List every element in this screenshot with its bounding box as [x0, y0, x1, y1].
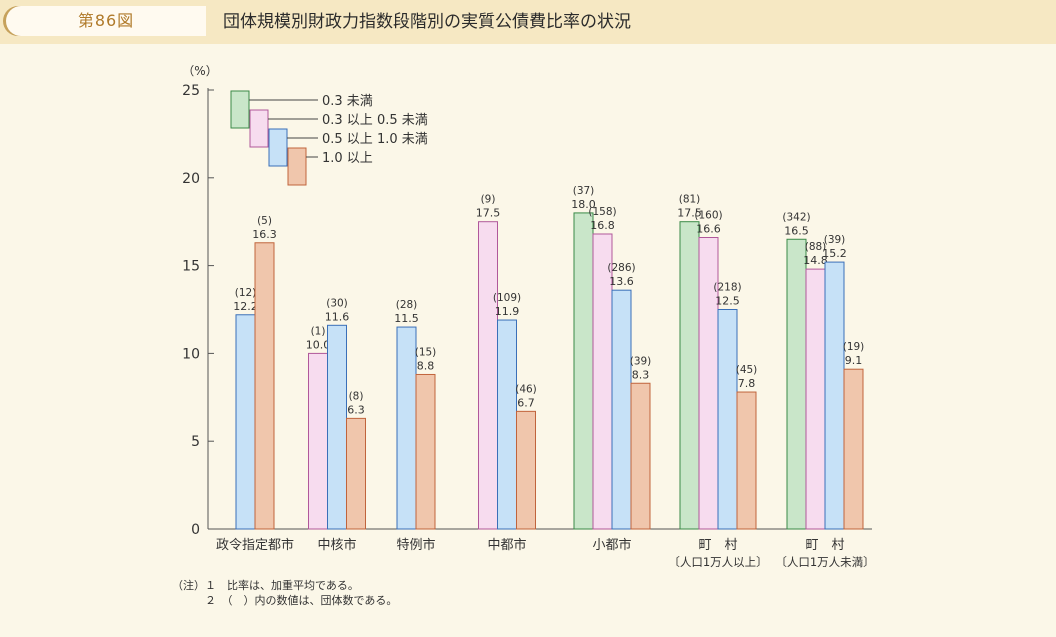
bar-value-label: 17.5 — [476, 207, 501, 220]
bar-count-label: (19) — [843, 341, 865, 353]
bar — [497, 319, 517, 530]
footnote-1: （注）１ 比率は、加重平均である。 — [172, 579, 359, 592]
bar — [717, 309, 738, 530]
y-tick-label: 5 — [191, 434, 200, 450]
bar-value-label: 15.2 — [822, 247, 847, 260]
bar-count-label: (39) — [824, 234, 846, 246]
legend-label: 0.3 未満 — [322, 94, 373, 109]
legend-label: 0.3 以上 0.5 未満 — [322, 113, 428, 128]
bar — [824, 261, 845, 530]
bar-count-label: (109) — [493, 292, 521, 304]
bar-count-label: (9) — [481, 194, 496, 206]
figure-header: 第86図 団体規模別財政力指数段階別の実質公債費比率の状況 — [0, 0, 1056, 44]
legend-swatch — [230, 90, 250, 129]
figure-number-tab: 第86図 — [6, 6, 206, 36]
x-category-sublabel: 〔人口1万人以上〕 — [668, 555, 767, 569]
bar — [478, 221, 498, 530]
bar-value-label: 16.5 — [784, 224, 809, 237]
bar-count-label: (88) — [805, 241, 827, 253]
bar-count-label: (30) — [326, 297, 348, 309]
x-category-label: 中都市 — [487, 537, 526, 553]
legend-label: 0.5 以上 1.0 未満 — [322, 132, 428, 147]
bar-value-label: 17.5 — [677, 207, 702, 220]
y-tick-label: 25 — [182, 83, 200, 99]
bar — [630, 382, 651, 530]
bar-count-label: (12) — [235, 287, 257, 299]
y-axis-unit: （%） — [182, 64, 217, 78]
bar-value-label: 7.8 — [738, 377, 756, 390]
bar — [786, 238, 807, 530]
bar-count-label: (46) — [515, 383, 537, 395]
bar-count-label: (5) — [257, 215, 272, 227]
bar-value-label: 14.8 — [803, 254, 828, 267]
bar-value-label: 18.0 — [571, 198, 596, 211]
bar-value-label: 11.5 — [394, 312, 419, 325]
x-category-label: 町 村 — [698, 538, 737, 553]
bar — [573, 212, 594, 530]
x-category-label: 小都市 — [592, 537, 631, 553]
x-category-label: 政令指定都市 — [216, 537, 294, 553]
bar — [396, 326, 417, 530]
bar-value-label: 12.5 — [715, 295, 740, 308]
x-category-sublabel: 〔人口1万人未満〕 — [775, 555, 874, 569]
bar-value-label: 11.6 — [325, 310, 350, 323]
bar-count-label: (45) — [736, 364, 758, 376]
bar — [805, 268, 826, 530]
bar-value-label: 16.3 — [252, 228, 277, 241]
bar-count-label: (218) — [713, 282, 741, 294]
x-category-label: 町 村 — [805, 538, 844, 553]
bar-count-label: (286) — [607, 262, 635, 274]
bar — [308, 352, 328, 530]
y-tick-label: 20 — [182, 171, 200, 187]
legend-swatch — [249, 109, 269, 148]
bar — [346, 417, 366, 530]
bar-value-label: 13.6 — [609, 275, 634, 288]
x-category-label: 特例市 — [396, 537, 435, 553]
y-tick-label: 10 — [182, 346, 200, 362]
bar — [843, 368, 864, 530]
bar-value-label: 6.7 — [517, 396, 535, 409]
bar-value-label: 11.9 — [495, 305, 520, 318]
bar-value-label: 9.1 — [845, 354, 863, 367]
bar — [415, 373, 436, 530]
bar-count-label: (8) — [349, 390, 364, 402]
legend-label: 1.0 以上 — [322, 151, 373, 166]
bar-count-label: (1) — [311, 325, 326, 337]
bar-count-label: (160) — [694, 210, 722, 222]
bar-count-label: (15) — [415, 346, 437, 358]
bar-value-label: 8.3 — [632, 368, 650, 381]
bar-value-label: 16.6 — [696, 223, 721, 236]
legend-swatch — [287, 147, 307, 186]
footnote-2: ２ （ ）内の数値は、団体数である。 — [172, 594, 398, 607]
bar — [736, 391, 757, 530]
bar-value-label: 8.8 — [417, 359, 435, 372]
bar — [611, 289, 632, 530]
bar-value-label: 16.8 — [590, 219, 615, 232]
footnotes: （注）１ 比率は、加重平均である。 ２ （ ）内の数値は、団体数である。 — [172, 578, 397, 608]
bar-value-label: 12.2 — [233, 300, 258, 313]
bar — [254, 242, 275, 530]
bar-count-label: (81) — [679, 194, 701, 206]
x-category-label: 中核市 — [317, 537, 356, 553]
bar-count-label: (28) — [396, 299, 418, 311]
y-tick-label: 0 — [191, 522, 200, 538]
bar — [327, 324, 347, 530]
bar-count-label: (158) — [588, 206, 616, 218]
y-tick-label: 15 — [182, 259, 200, 275]
figure-number: 第86図 — [77, 11, 135, 30]
bar-count-label: (342) — [782, 211, 810, 223]
legend-swatch — [268, 128, 288, 167]
bar — [235, 314, 256, 530]
bar-count-label: (37) — [573, 185, 595, 197]
bar — [679, 221, 700, 530]
bar-count-label: (39) — [630, 355, 652, 367]
bar-value-label: 10.0 — [306, 338, 331, 351]
bar-value-label: 6.3 — [347, 403, 365, 416]
figure-title: 団体規模別財政力指数段階別の実質公債費比率の状況 — [223, 12, 631, 32]
bar — [516, 410, 536, 530]
